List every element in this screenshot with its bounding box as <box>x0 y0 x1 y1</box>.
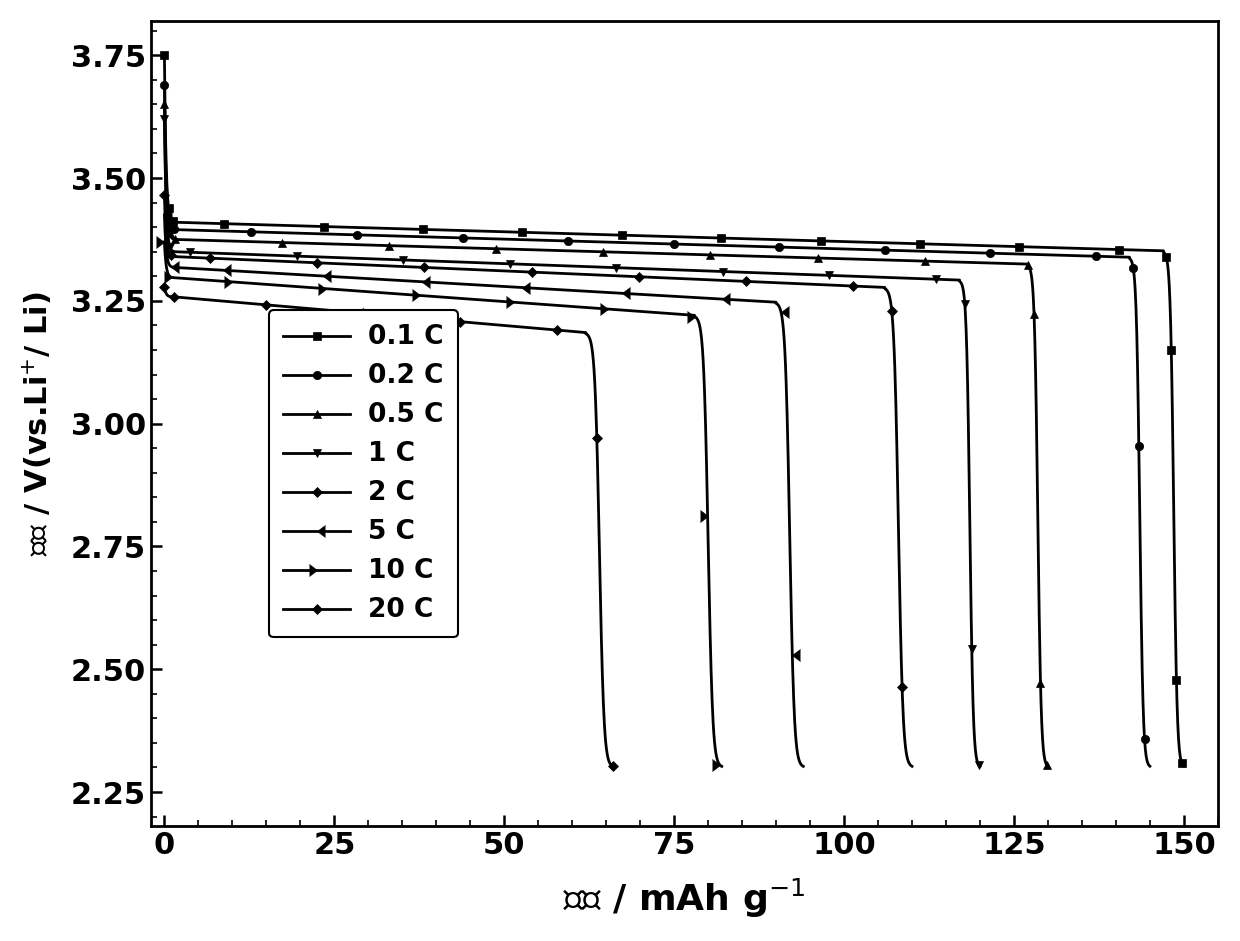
Line: 0.5 C: 0.5 C <box>160 100 1053 771</box>
0.5 C <box>162 229 177 240</box>
1 C <box>962 490 977 502</box>
X-axis label: 容量 / mAh g$^{-1}$: 容量 / mAh g$^{-1}$ <box>563 877 806 920</box>
Line: 5 C: 5 C <box>159 209 808 772</box>
Legend: 0.1 C, 0.2 C, 0.5 C, 1 C, 2 C, 5 C, 10 C, 20 C: 0.1 C, 0.2 C, 0.5 C, 1 C, 2 C, 5 C, 10 C… <box>269 311 458 637</box>
0.1 C <box>159 162 174 173</box>
Line: 2 C: 2 C <box>161 192 915 770</box>
0.1 C <box>165 215 180 227</box>
10 C <box>714 760 729 772</box>
1 C <box>972 760 987 772</box>
Line: 0.1 C: 0.1 C <box>160 51 1188 771</box>
5 C <box>162 260 177 271</box>
10 C <box>701 510 715 521</box>
5 C <box>165 262 180 273</box>
5 C <box>781 502 796 514</box>
10 C <box>711 755 725 766</box>
5 C <box>639 289 653 300</box>
0.2 C <box>159 176 174 187</box>
0.2 C <box>157 79 172 90</box>
2 C <box>165 250 180 262</box>
20 C <box>601 756 616 767</box>
0.1 C <box>1177 760 1192 772</box>
Line: 10 C: 10 C <box>159 236 728 772</box>
1 C <box>165 245 180 256</box>
2 C <box>157 189 172 200</box>
0.1 C <box>157 50 172 61</box>
1 C <box>970 755 985 766</box>
20 C <box>490 319 505 330</box>
0.2 C <box>1142 760 1157 772</box>
0.1 C <box>1166 474 1180 486</box>
5 C <box>796 760 811 772</box>
10 C <box>165 272 180 283</box>
2 C <box>890 495 905 506</box>
0.2 C <box>1140 754 1154 765</box>
20 C <box>591 519 606 531</box>
1 C <box>162 241 177 252</box>
0.5 C <box>1040 760 1055 772</box>
2 C <box>724 275 739 286</box>
0.2 C <box>1132 478 1147 489</box>
1 C <box>159 202 174 214</box>
0.2 C <box>165 223 180 234</box>
10 C <box>157 236 172 247</box>
10 C <box>159 261 174 272</box>
Line: 1 C: 1 C <box>160 115 985 771</box>
20 C <box>605 760 620 772</box>
20 C <box>165 291 180 302</box>
0.2 C <box>916 246 931 257</box>
5 C <box>791 755 806 766</box>
20 C <box>159 288 174 299</box>
2 C <box>900 755 915 766</box>
2 C <box>905 760 920 772</box>
1 C <box>782 268 797 279</box>
0.5 C <box>1038 755 1053 766</box>
0.5 C <box>836 253 851 264</box>
0.2 C <box>162 218 177 230</box>
0.5 C <box>159 189 174 200</box>
10 C <box>162 271 177 282</box>
0.5 C <box>1030 482 1045 493</box>
2 C <box>159 231 174 242</box>
5 C <box>157 209 172 220</box>
Line: 0.2 C: 0.2 C <box>160 81 1154 771</box>
5 C <box>159 245 174 256</box>
0.5 C <box>157 99 172 110</box>
1 C <box>157 114 172 125</box>
2 C <box>162 248 177 260</box>
0.1 C <box>162 210 177 221</box>
10 C <box>575 301 590 312</box>
Y-axis label: 电压 / V(vs.Li$^{+}$/ Li): 电压 / V(vs.Li$^{+}$/ Li) <box>21 292 55 556</box>
0.1 C <box>942 239 957 250</box>
0.1 C <box>1173 754 1188 765</box>
20 C <box>157 281 172 293</box>
Line: 20 C: 20 C <box>161 283 616 770</box>
20 C <box>162 291 177 302</box>
0.5 C <box>165 232 180 244</box>
